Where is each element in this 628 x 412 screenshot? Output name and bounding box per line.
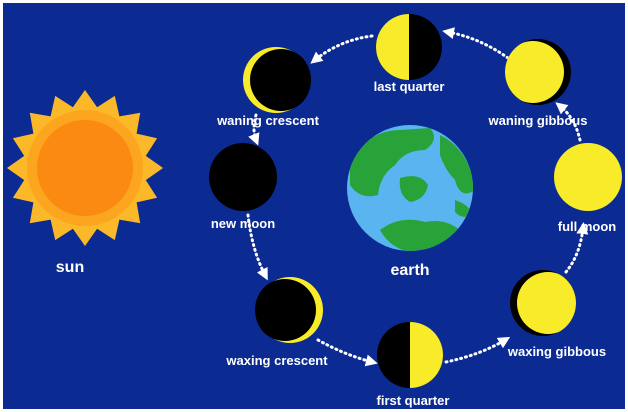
moon-phases-diagram: sun earth last quarter waning gibbous fu… (0, 0, 628, 412)
phase-label: full moon (558, 219, 617, 234)
moon-new (209, 143, 277, 211)
phase-label: waning gibbous (488, 113, 588, 128)
phase-label: waxing gibbous (507, 344, 606, 359)
phase-label: waning crescent (216, 113, 320, 128)
earth-label: earth (390, 262, 429, 279)
moon-full (554, 143, 622, 211)
moon-first-quarter (377, 322, 443, 388)
moon-last-quarter (376, 14, 442, 80)
sun-label: sun (56, 259, 84, 276)
phase-label: first quarter (377, 393, 450, 408)
phase-label: waxing crescent (225, 353, 328, 368)
sun-core (37, 120, 133, 216)
phase-label: last quarter (374, 79, 445, 94)
phase-label: new moon (211, 216, 275, 231)
